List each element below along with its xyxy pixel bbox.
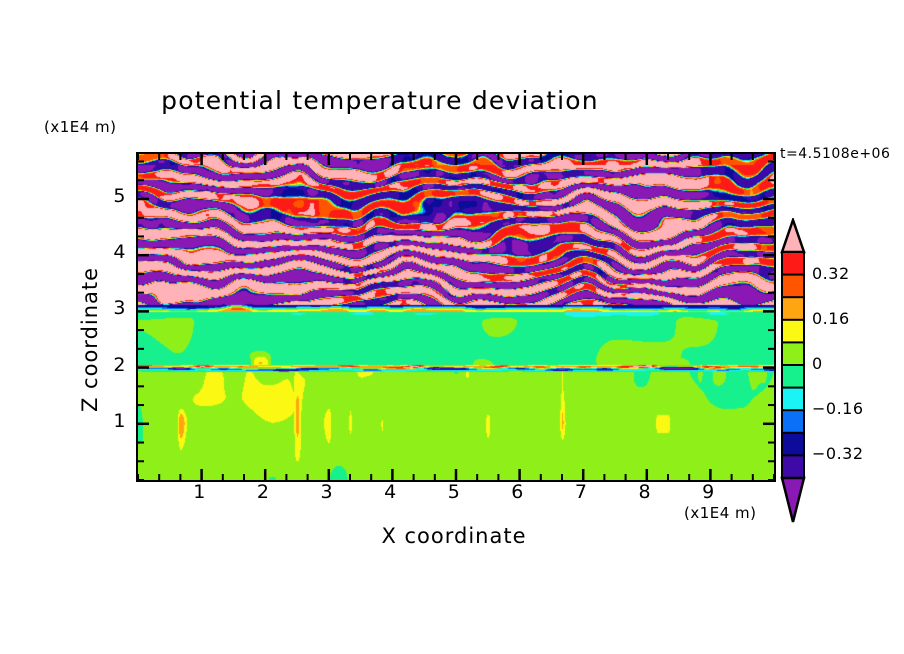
colorbar-band — [781, 431, 805, 457]
x-axis-unit-label: (x1E4 m) — [684, 504, 757, 522]
x-axis-title: X coordinate — [381, 524, 527, 548]
colorbar-band — [781, 341, 805, 367]
colorbar-band — [781, 364, 805, 390]
x-tick-label: 7 — [574, 481, 588, 503]
x-tick-label: 8 — [638, 481, 652, 503]
z-tick-label: 4 — [113, 241, 126, 264]
x-tick-label: 4 — [384, 481, 397, 503]
x-tick-label: 6 — [511, 481, 524, 503]
x-tick-label: 5 — [447, 481, 461, 503]
x-tick-label: 1 — [193, 481, 206, 503]
colorbar-tick-label: 0 — [812, 354, 823, 373]
colorbar-band — [781, 296, 805, 322]
colorbar-under-arrow — [780, 476, 806, 523]
colorbar-band — [781, 251, 805, 277]
colorbar-band — [781, 386, 805, 412]
z-tick-label: 5 — [113, 184, 126, 207]
z-tick-label: 2 — [113, 353, 126, 376]
colorbar-tick-label: −0.32 — [812, 444, 864, 464]
colorbar-band — [781, 454, 805, 480]
z-tick-label: 3 — [113, 297, 126, 320]
x-tick-label: 2 — [256, 481, 270, 503]
z-axis-title: Z coordinate — [78, 266, 102, 412]
page-title: potential temperature deviation — [161, 86, 599, 115]
colorbar — [780, 218, 806, 523]
x-tick-label: 3 — [320, 481, 334, 503]
time-annotation: t=4.5108e+06 — [780, 146, 891, 162]
colorbar-tick-label: −0.16 — [812, 399, 864, 419]
z-axis-unit-label: (x1E4 m) — [44, 118, 117, 136]
colorbar-tick-label: 0.16 — [812, 308, 850, 328]
colorbar-over-arrow — [780, 218, 806, 254]
contour-plot-area — [136, 152, 776, 482]
colorbar-tick-label: 0.32 — [812, 263, 850, 283]
contour-field — [138, 154, 774, 480]
x-tick-label: 9 — [702, 481, 715, 503]
colorbar-band — [781, 409, 805, 435]
colorbar-band — [781, 273, 805, 299]
z-tick-label: 1 — [113, 409, 126, 432]
colorbar-band — [781, 318, 805, 344]
